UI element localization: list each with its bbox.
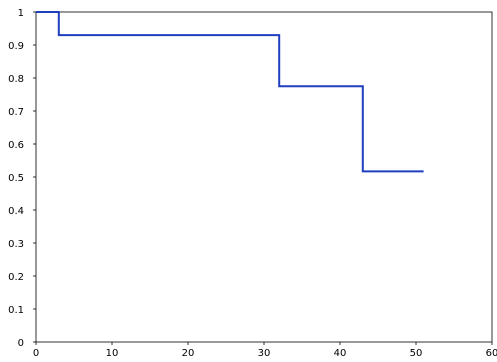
x-tick-label: 60 xyxy=(486,348,497,359)
x-tick-label: 20 xyxy=(182,348,195,359)
survival-step-line xyxy=(36,11,424,173)
y-axis: 0 0.1 0.2 0.3 0.4 0.5 0.6 0.7 0.8 0.9 1 xyxy=(8,8,36,349)
y-tick-label: 1 xyxy=(18,8,24,19)
x-tick-label: 0 xyxy=(33,348,39,359)
y-tick-label: 0.5 xyxy=(8,173,24,184)
y-tick-label: 0.2 xyxy=(8,272,24,283)
y-tick-label: 0.7 xyxy=(8,107,24,118)
y-tick-label: 0.3 xyxy=(8,239,24,250)
y-tick-label: 0.1 xyxy=(8,305,24,316)
y-tick-label: 0.9 xyxy=(8,41,24,52)
series-layer xyxy=(36,11,424,173)
y-tick-label: 0 xyxy=(18,338,24,349)
y-tick-label: 0.8 xyxy=(8,74,24,85)
y-tick-label: 0.4 xyxy=(8,206,24,217)
x-tick-label: 40 xyxy=(334,348,347,359)
x-tick-label: 50 xyxy=(410,348,423,359)
x-axis: 0 10 20 30 40 50 60 xyxy=(33,342,497,359)
y-tick-label: 0.6 xyxy=(8,140,24,151)
x-tick-label: 10 xyxy=(106,348,119,359)
plot-area xyxy=(35,11,493,343)
x-tick-label: 30 xyxy=(258,348,271,359)
